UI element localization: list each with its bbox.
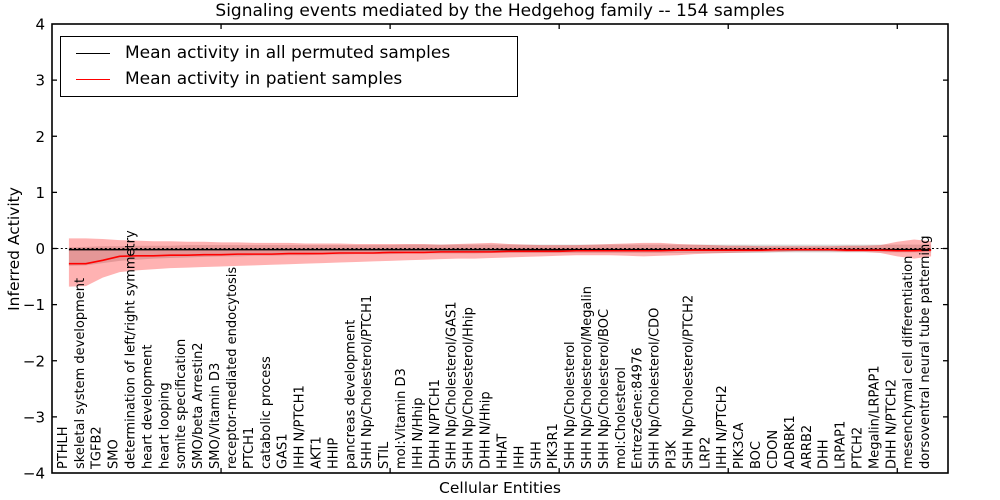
x-tick-label: SHH Np/Cholesterol/BOC: [597, 309, 612, 469]
x-tick-label: PIK3CA: [732, 422, 747, 469]
x-tick-label: ADRBK1: [783, 415, 798, 469]
x-tick-label: IHH N/PTCH1: [293, 385, 308, 469]
x-tick-label: DHH N/PTCH1: [428, 379, 443, 469]
x-tick-label: SHH Np/Cholesterol/CDO: [648, 308, 663, 469]
x-tick-label: SMO: [107, 439, 122, 469]
y-tick-label: 1: [35, 184, 45, 202]
y-tick-label: 4: [35, 16, 45, 34]
chart-title: Signaling events mediated by the Hedgeho…: [215, 1, 785, 21]
x-tick-label: mol:Vitamin D3: [394, 368, 409, 469]
x-tick-label: Megalin/LRPAP1: [867, 365, 882, 469]
x-tick-label: HHIP: [326, 438, 341, 469]
patient-line-sample: [76, 78, 110, 80]
x-tick-label: HHAT: [495, 434, 510, 469]
x-tick-label: catabolic process: [259, 356, 274, 469]
x-tick-label: heart looping: [157, 382, 172, 469]
x-tick-label: SHH Np/Cholesterol/PTCH2: [681, 295, 696, 469]
x-tick-label: IHH: [512, 446, 527, 469]
legend-label-permuted: Mean activity in all permuted samples: [125, 43, 451, 64]
x-tick-label: CDON: [766, 430, 781, 469]
legend-entry-permuted: Mean activity in all permuted samples: [76, 45, 517, 62]
x-tick-label: mesenchymal cell differentiation: [901, 256, 916, 469]
permuted-line-sample: [76, 53, 110, 55]
x-tick-label: SHH Np/Cholesterol/Megalin: [580, 286, 595, 469]
x-tick-label: AKT1: [309, 436, 324, 469]
x-tick-label: determination of left/right symmetry: [124, 230, 139, 469]
y-tick-label: −3: [23, 408, 45, 426]
x-tick-label: ARRB2: [800, 425, 815, 469]
x-tick-label: SHH: [529, 441, 544, 469]
x-tick-label: PTCH2: [850, 427, 865, 469]
y-tick-label: −4: [23, 465, 45, 483]
y-tick-label: 2: [35, 128, 45, 146]
x-tick-label: skeletal system development: [73, 278, 88, 469]
x-tick-label: mol:Cholesterol: [614, 367, 629, 469]
x-tick-label: SHH Np/Cholesterol/Hhip: [462, 307, 477, 469]
x-tick-label: STIL: [377, 441, 392, 469]
x-tick-label: DHH: [817, 439, 832, 469]
y-tick-label: 0: [35, 240, 45, 258]
x-axis-label: Cellular Entities: [439, 479, 561, 497]
x-tick-label: somite specification: [174, 339, 189, 469]
x-tick-label: PTCH1: [242, 427, 257, 469]
x-tick-label: heart development: [140, 344, 155, 469]
x-tick-label: SHH Np/Cholesterol: [563, 341, 578, 469]
x-tick-label: pancreas development: [343, 320, 358, 469]
x-tick-label: PIK3R1: [546, 423, 561, 469]
x-tick-label: SMO/Vitamin D3: [208, 363, 223, 469]
legend-label-patient: Mean activity in patient samples: [125, 68, 403, 89]
x-tick-label: DHH N/PTCH2: [884, 379, 899, 469]
x-tick-label: EntrezGene:84976: [631, 348, 646, 469]
x-tick-label: IHH N/PTCH2: [715, 385, 730, 469]
x-tick-label: SHH Np/Cholesterol/PTCH1: [360, 295, 375, 469]
x-tick-label: IHH N/Hhip: [411, 398, 426, 470]
x-tick-label: receptor-mediated endocytosis: [225, 267, 240, 469]
x-tick-label: dorsoventral neural tube patterning: [918, 236, 933, 469]
x-tick-label: LRP2: [698, 437, 713, 469]
x-tick-label: PI3K: [665, 440, 680, 469]
y-tick-label: −2: [23, 352, 45, 370]
legend: Mean activity in all permuted samples Me…: [60, 36, 518, 97]
legend-entry-patient: Mean activity in patient samples: [76, 68, 517, 89]
x-tick-label: TGFB2: [90, 426, 105, 470]
patient-mean-line: [68, 248, 932, 265]
x-tick-label: SHH Np/Cholesterol/GAS1: [445, 301, 460, 469]
x-tick-label: SMO/beta Arrestin2: [191, 342, 206, 469]
y-tick-label: 3: [35, 72, 45, 90]
x-tick-label: DHH N/Hhip: [479, 391, 494, 469]
x-tick-label: LRPAP1: [834, 421, 849, 469]
y-tick-label: −1: [23, 296, 45, 314]
x-tick-label: BOC: [749, 441, 764, 469]
x-tick-label: GAS1: [276, 434, 291, 470]
x-tick-label: PTHLH: [56, 426, 71, 469]
